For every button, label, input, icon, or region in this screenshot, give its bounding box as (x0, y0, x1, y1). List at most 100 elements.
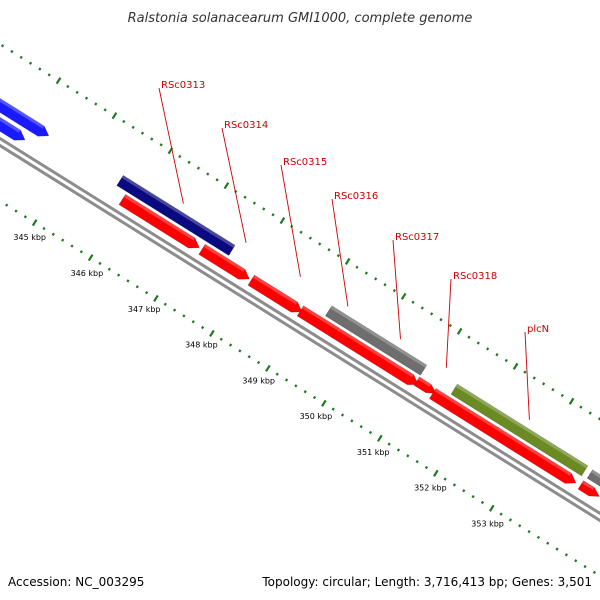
gene-label[interactable]: RSc0316 (334, 191, 378, 202)
gene-feature-red[interactable] (413, 376, 437, 394)
minor-tick (98, 261, 102, 266)
leader-line (158, 87, 184, 204)
leader-line (392, 239, 401, 340)
minor-tick (546, 541, 550, 545)
minor-tick (247, 355, 251, 359)
minor-tick (275, 372, 279, 376)
gene-feature-red[interactable] (428, 387, 577, 484)
backbone-line (0, 136, 600, 516)
gene-feature-blue[interactable] (0, 97, 26, 141)
minor-tick (462, 489, 466, 493)
minor-tick (19, 55, 23, 60)
minor-tick (527, 529, 531, 534)
gene-feature-red[interactable] (331, 327, 419, 386)
gene-feature-blue-highlight (0, 98, 45, 129)
gene-feature-rsc0313-highlight (121, 175, 236, 248)
major-tick (87, 254, 94, 262)
minor-tick (443, 477, 447, 481)
gene-feature-red-highlight (301, 305, 339, 330)
major-tick (321, 399, 327, 407)
minor-tick (564, 553, 568, 557)
minor-tick (262, 207, 266, 211)
minor-tick (47, 73, 51, 77)
minor-tick (499, 512, 503, 516)
leader-line (445, 278, 452, 368)
gene-feature-red-highlight (581, 480, 595, 490)
major-tick (31, 219, 38, 227)
minor-tick (387, 442, 391, 446)
minor-tick (238, 349, 242, 353)
leader-line (524, 331, 530, 420)
major-tick (400, 292, 407, 300)
gene-feature-rsc0317-highlight (330, 305, 427, 368)
minor-tick (486, 347, 490, 351)
gene-label[interactable]: RSc0317 (395, 232, 439, 243)
minor-tick (392, 288, 396, 293)
gene-feature-blue[interactable] (0, 82, 50, 137)
gene-feature-red-highlight (336, 327, 414, 378)
minor-tick (182, 314, 186, 318)
gene-feature-red[interactable] (198, 243, 250, 280)
gene-label[interactable]: RSc0314 (224, 120, 268, 131)
minor-tick (508, 518, 513, 522)
gene-feature-gray[interactable] (586, 469, 600, 489)
gene-label[interactable]: RSc0313 (161, 80, 205, 91)
genome-info-text: Topology: circular; Length: 3,716,413 bp… (261, 575, 592, 589)
minor-tick (396, 448, 401, 452)
gene-feature-red[interactable] (577, 480, 600, 497)
minor-tick (131, 125, 135, 129)
major-tick (111, 112, 118, 120)
minor-tick (191, 320, 195, 324)
gene-feature-red[interactable] (118, 193, 200, 249)
minor-tick (480, 500, 485, 505)
gene-feature-rsc0317[interactable] (324, 305, 428, 376)
gene-features (0, 82, 600, 497)
minor-tick (219, 337, 223, 341)
major-tick (512, 362, 519, 370)
minor-tick (178, 154, 182, 159)
gene-feature-gray-highlight (590, 469, 600, 479)
minor-tick (10, 49, 14, 54)
minor-tick (284, 378, 289, 382)
major-tick (344, 257, 351, 265)
minor-tick (467, 335, 471, 339)
minor-tick (299, 230, 303, 234)
gene-feature-rsc0313[interactable] (116, 174, 236, 256)
minor-tick (75, 90, 79, 95)
minor-tick (206, 172, 210, 176)
minor-tick (252, 201, 257, 205)
minor-tick (200, 325, 205, 330)
gene-labels: RSc0313 RSc0314 RSc0315 RSc0316 RSc0317 RSc03… (158, 80, 549, 420)
minor-tick (228, 343, 233, 347)
minor-tick (424, 465, 429, 470)
minor-tick (406, 454, 410, 458)
major-tick (488, 504, 495, 512)
major-tick (433, 469, 439, 477)
minor-tick (271, 213, 275, 217)
minor-tick (327, 248, 331, 252)
minor-tick (411, 300, 415, 304)
minor-tick (340, 413, 345, 417)
gene-label[interactable]: plcN (527, 324, 549, 335)
minor-tick (542, 382, 546, 386)
minor-tick (140, 131, 145, 135)
map-title: Ralstonia solanacearum GMI1000, complete… (128, 11, 473, 26)
minor-tick (592, 570, 596, 575)
minor-tick (187, 160, 191, 164)
minor-tick (504, 358, 508, 363)
gene-label[interactable]: RSc0318 (453, 271, 497, 282)
minor-tick (150, 137, 154, 141)
backbone (0, 136, 600, 523)
minor-tick (107, 267, 111, 271)
minor-tick (364, 271, 368, 275)
minor-tick (38, 67, 42, 71)
minor-tick (312, 395, 317, 400)
minor-tick (536, 535, 541, 540)
gene-feature-plcn[interactable] (450, 383, 589, 477)
gene-label[interactable]: RSc0315 (283, 157, 327, 168)
gene-feature-red[interactable] (247, 274, 303, 313)
gene-feature-red-highlight (252, 275, 298, 305)
minor-tick (126, 279, 130, 283)
minor-tick (532, 376, 536, 380)
